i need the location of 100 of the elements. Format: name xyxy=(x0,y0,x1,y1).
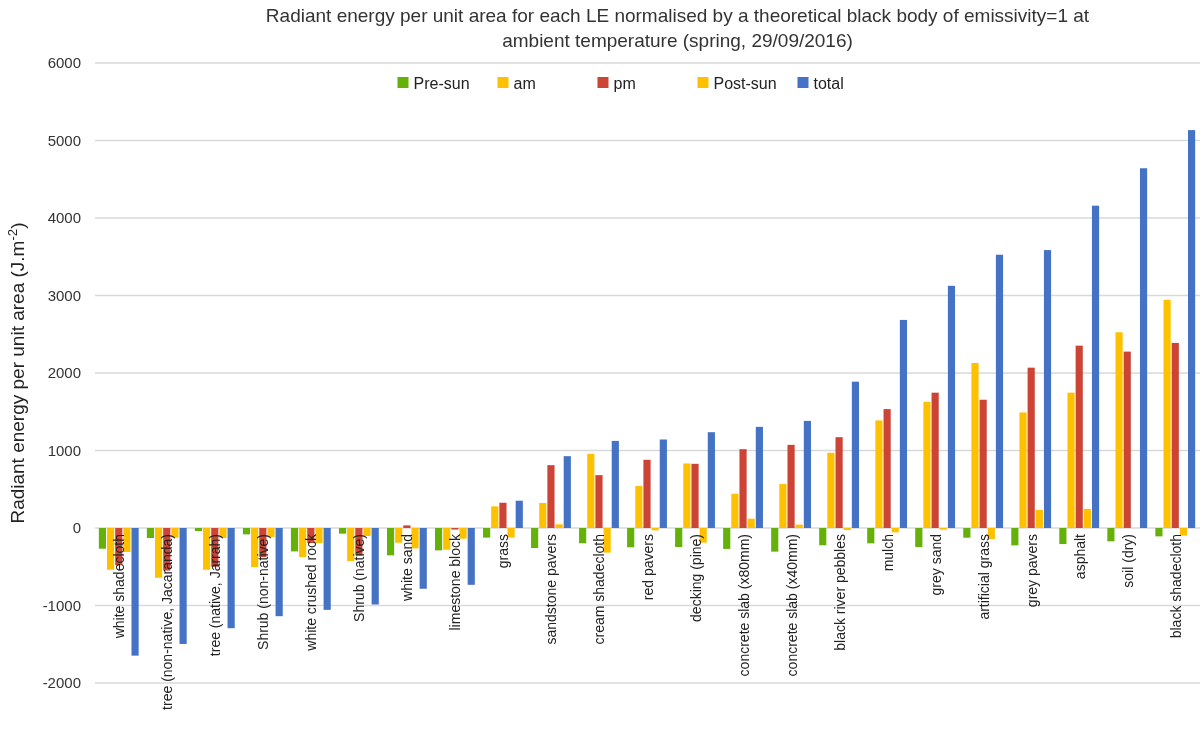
bar xyxy=(315,528,323,544)
bar xyxy=(755,426,763,528)
x-tick-label: artificial grass xyxy=(975,534,992,620)
bar xyxy=(643,459,651,528)
bar xyxy=(779,484,787,528)
bar xyxy=(251,528,259,568)
bar xyxy=(386,528,395,556)
legend-label: am xyxy=(513,74,536,92)
bar xyxy=(1179,528,1187,536)
bar xyxy=(691,463,699,528)
bar xyxy=(467,528,475,585)
bar xyxy=(819,528,827,546)
bar xyxy=(1043,250,1052,528)
bar xyxy=(771,528,779,552)
bar xyxy=(963,528,971,538)
x-tick-label: soil (dry) xyxy=(1119,534,1136,588)
bar xyxy=(299,528,307,558)
bar xyxy=(1083,508,1091,528)
x-tick-label: white crushed rock xyxy=(303,533,320,652)
x-tick-label: black river pebbles xyxy=(831,534,848,651)
x-tick-label: tree (native, Jarrah) xyxy=(207,534,224,657)
x-tick-label: asphalt xyxy=(1071,533,1088,580)
bar xyxy=(395,528,403,543)
bar xyxy=(411,528,419,549)
bar xyxy=(146,528,155,538)
bar xyxy=(347,528,355,562)
bar xyxy=(1067,392,1075,528)
y-tick-label: 5000 xyxy=(47,131,81,149)
bar xyxy=(931,392,939,528)
bar xyxy=(587,453,595,528)
bar xyxy=(1019,412,1027,528)
bar xyxy=(611,440,619,528)
x-tick-label: Shrub (non-native) xyxy=(255,534,272,650)
bar xyxy=(595,475,603,528)
bar xyxy=(1187,130,1196,528)
bar xyxy=(155,528,163,578)
bar xyxy=(1059,528,1067,545)
bar xyxy=(675,528,683,547)
bar xyxy=(1155,528,1163,537)
bar xyxy=(515,500,523,528)
bar xyxy=(483,528,491,538)
x-tick-label: Shrub (native) xyxy=(351,534,368,622)
x-tick-label: white shadecloth xyxy=(111,534,128,640)
bar xyxy=(123,528,131,553)
bar xyxy=(338,528,347,534)
bar xyxy=(290,528,299,552)
x-tick-label: black shadecloth xyxy=(1167,534,1184,639)
bar xyxy=(843,528,851,531)
bar xyxy=(915,528,923,548)
legend-label: Pre-sun xyxy=(413,74,470,92)
bar xyxy=(803,420,811,528)
bar xyxy=(1107,528,1115,542)
x-tick-label: mulch xyxy=(879,534,896,572)
x-tick-label: sandstone pavers xyxy=(543,534,560,645)
bar xyxy=(563,456,571,528)
bar xyxy=(363,528,371,536)
x-tick-label: decking (pine) xyxy=(687,534,704,622)
y-tick-label: 2000 xyxy=(47,364,81,382)
bar xyxy=(547,465,555,528)
bar xyxy=(499,502,507,528)
bar xyxy=(1163,299,1171,528)
bar xyxy=(979,399,987,528)
bar xyxy=(531,528,539,548)
bar xyxy=(1123,351,1131,528)
y-tick-label: -2000 xyxy=(42,674,81,692)
bar xyxy=(971,363,979,528)
bar xyxy=(947,285,956,528)
bar xyxy=(323,528,331,610)
bar xyxy=(555,524,563,528)
bar xyxy=(707,432,715,528)
bar xyxy=(867,528,875,544)
y-tick-label: 4000 xyxy=(47,209,81,227)
bar xyxy=(1115,332,1123,528)
legend-label: Post-sun xyxy=(713,74,777,92)
bar xyxy=(723,528,731,549)
x-tick-label: grey pavers xyxy=(1023,534,1040,608)
bar xyxy=(539,503,547,528)
bar xyxy=(131,528,139,656)
bar xyxy=(227,528,235,629)
bar xyxy=(179,528,187,644)
x-tick-label: cream shadecloth xyxy=(591,534,608,645)
y-tick-label: 3000 xyxy=(47,286,81,304)
bar xyxy=(98,528,107,549)
chart-title: Radiant energy per unit area for each LE normalised by a theoretical black body of emissivity=1 at ambient temperature (spring, 29/09/2016) xyxy=(265,5,1090,51)
bar xyxy=(891,528,899,533)
bar xyxy=(1075,345,1083,528)
bar xyxy=(635,486,643,528)
x-tick-label: grass xyxy=(495,534,512,569)
y-tick-label: -1000 xyxy=(42,596,81,614)
bar xyxy=(995,254,1004,528)
bar xyxy=(267,528,275,537)
bar xyxy=(787,444,795,528)
legend-label: pm xyxy=(613,74,636,92)
bar xyxy=(443,528,451,550)
bar xyxy=(747,518,755,528)
bar xyxy=(851,381,859,528)
bar xyxy=(683,463,691,528)
bar xyxy=(923,401,931,528)
bar xyxy=(194,528,203,532)
x-tick-label: concrete slab (x80mm) xyxy=(735,534,752,677)
